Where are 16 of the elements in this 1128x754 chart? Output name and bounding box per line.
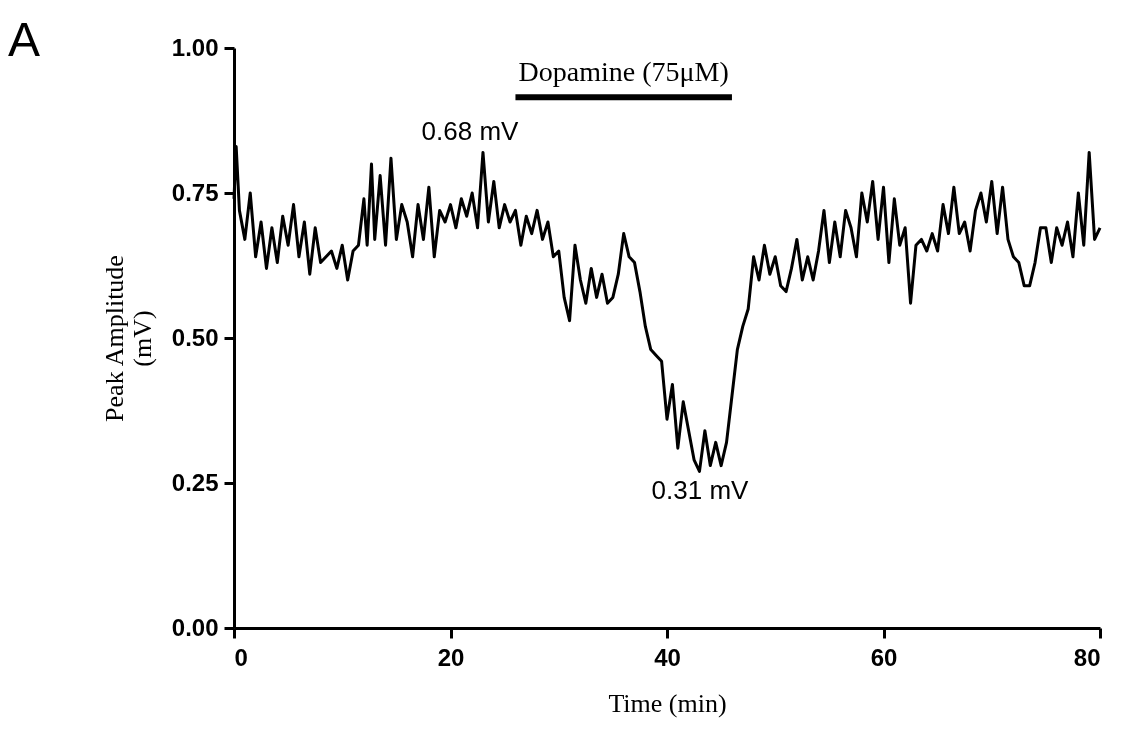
- text: A: [8, 13, 41, 66]
- x-tick-label: 40: [654, 643, 681, 671]
- y-tick-label: 0.50: [171, 323, 219, 351]
- series-label: Dopamine (75μM): [518, 56, 729, 88]
- y-tick-label: 1.00: [171, 33, 219, 61]
- y-tick-label: 0.25: [171, 468, 219, 496]
- y-tick-label: 0.75: [171, 178, 219, 206]
- x-tick-label: 20: [437, 643, 465, 671]
- x-tick-label: 80: [1073, 643, 1101, 671]
- annotation: 0.31 mV: [651, 475, 750, 505]
- y-axis-title: Peak Amplitude (mV): [99, 255, 157, 422]
- annotation: 0.68 mV: [421, 116, 520, 146]
- x-axis-title: Time (min): [608, 688, 727, 718]
- x-tick-label: 60: [870, 643, 898, 671]
- y-tick-label: 0.00: [171, 613, 219, 641]
- x-tick-label: 0: [234, 643, 248, 671]
